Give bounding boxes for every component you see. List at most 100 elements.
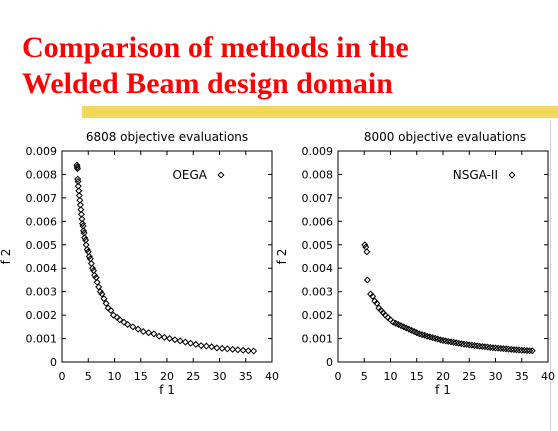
data-point: [202, 342, 210, 350]
data-point: [369, 292, 377, 300]
data-point: [197, 342, 205, 350]
data-point: [478, 343, 486, 351]
y-tick-label: 0.002: [302, 309, 334, 322]
data-point: [107, 306, 115, 314]
data-point: [515, 346, 523, 354]
data-point: [470, 342, 479, 350]
x-tick-label: 40: [265, 370, 279, 383]
y-tick-label: 0.005: [26, 239, 58, 252]
y-tick-label: 0.003: [26, 286, 58, 299]
x-tick-label: 20: [436, 370, 450, 383]
data-point: [208, 343, 216, 351]
y-tick-label: 0.001: [302, 333, 334, 346]
title-underline-bar: [82, 106, 558, 118]
x-tick-label: 30: [489, 370, 503, 383]
x-tick-label: 0: [59, 370, 66, 383]
data-point: [102, 299, 110, 307]
data-point: [85, 252, 93, 261]
chart-title: 6808 objective evaluations: [86, 130, 248, 144]
x-tick-label: 30: [213, 370, 227, 383]
data-point: [481, 343, 489, 351]
data-point: [502, 345, 510, 353]
data-point: [145, 329, 153, 337]
data-point: [507, 345, 515, 353]
data-point: [361, 241, 369, 249]
y-tick-label: 0.007: [302, 192, 334, 205]
y-axis-label: f 2: [275, 249, 289, 265]
data-point: [363, 276, 371, 284]
x-axis-label: f 1: [435, 383, 451, 397]
data-point: [523, 347, 531, 355]
data-point: [91, 271, 99, 279]
y-tick-label: 0.003: [302, 286, 334, 299]
data-point: [460, 340, 468, 348]
slide-title-line-2: Welded Beam design domain: [22, 67, 393, 100]
y-tick-label: 0.004: [302, 262, 334, 275]
data-point: [192, 340, 200, 348]
data-point: [81, 234, 89, 242]
data-point: [187, 339, 195, 347]
data-point: [218, 344, 226, 352]
x-tick-label: 5: [361, 370, 368, 383]
data-point: [486, 343, 494, 351]
x-tick-label: 25: [462, 370, 476, 383]
slide-edge-line: [550, 120, 551, 431]
data-point: [465, 341, 473, 349]
data-point: [505, 345, 513, 353]
data-point: [73, 163, 81, 171]
data-point: [213, 344, 221, 352]
plot-frame: [337, 150, 549, 363]
y-tick-label: 0.002: [26, 309, 58, 322]
y-tick-label: 0: [326, 356, 333, 369]
data-point: [120, 318, 128, 326]
data-point: [476, 342, 484, 350]
y-axis-label: f 2: [0, 249, 13, 265]
data-point: [181, 338, 189, 346]
data-point: [88, 264, 96, 272]
data-point: [497, 344, 505, 352]
data-point: [171, 336, 179, 344]
legend-label: NSGA-II: [453, 168, 498, 182]
data-point: [363, 248, 371, 256]
y-tick-label: 0.001: [26, 333, 58, 346]
data-point: [491, 344, 500, 352]
x-tick-label: 25: [186, 370, 200, 383]
x-tick-label: 0: [335, 370, 342, 383]
data-point: [239, 346, 247, 354]
data-point: [520, 346, 528, 354]
data-point: [510, 346, 518, 354]
data-point: [155, 332, 163, 340]
data-point: [139, 328, 147, 336]
data-point: [250, 347, 258, 355]
x-axis-label: f 1: [159, 383, 175, 397]
legend-marker: [508, 171, 516, 179]
data-point: [134, 325, 142, 333]
data-point: [223, 345, 231, 353]
y-tick-label: 0.009: [26, 145, 58, 158]
data-point: [83, 245, 91, 253]
data-point: [176, 337, 184, 345]
y-tick-label: 0.007: [26, 192, 58, 205]
data-point: [494, 344, 502, 352]
x-tick-label: 15: [134, 370, 148, 383]
data-point: [244, 347, 252, 355]
y-tick-label: 0.006: [302, 215, 334, 228]
data-point: [73, 165, 81, 173]
data-point: [166, 335, 174, 343]
y-tick-label: 0: [50, 356, 57, 369]
data-point: [78, 220, 86, 228]
data-point: [116, 316, 124, 324]
data-point: [160, 333, 168, 341]
y-tick-label: 0.008: [302, 168, 334, 181]
legend-label: OEGA: [172, 168, 207, 182]
x-tick-label: 35: [515, 370, 529, 383]
data-point: [229, 345, 237, 353]
data-point: [499, 345, 507, 353]
x-tick-label: 10: [384, 370, 398, 383]
data-point: [489, 344, 497, 352]
data-point: [526, 347, 534, 355]
data-point: [109, 311, 117, 319]
legend-marker: [217, 171, 225, 179]
